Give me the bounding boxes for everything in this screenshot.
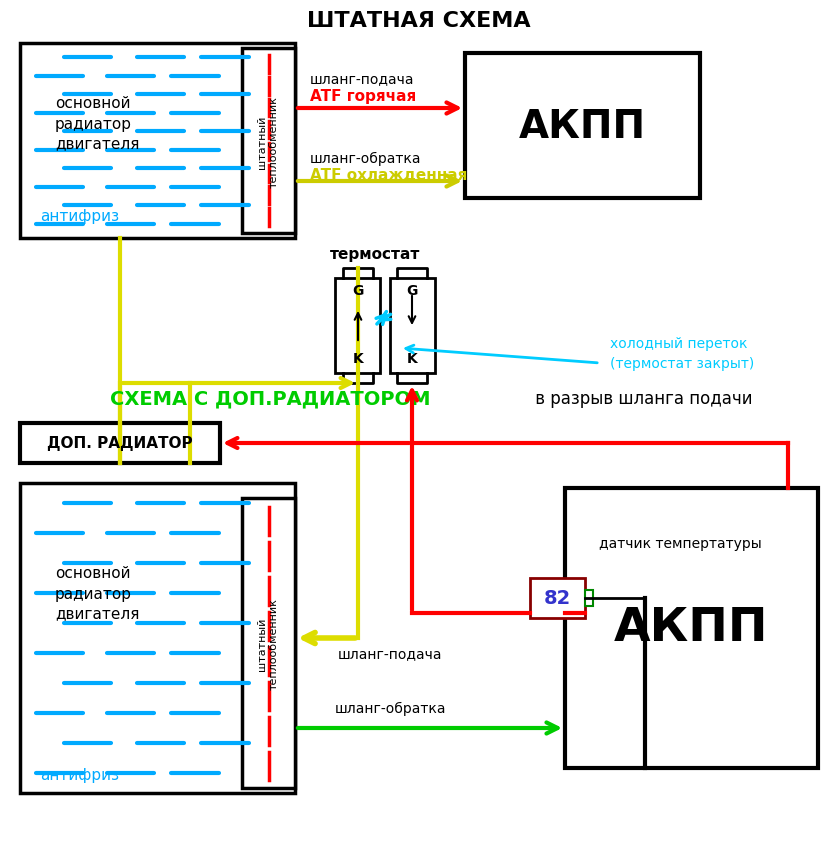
Text: шланг-подача: шланг-подача — [310, 72, 415, 86]
Text: холодный переток: холодный переток — [610, 337, 747, 351]
Text: в разрыв шланга подачи: в разрыв шланга подачи — [530, 390, 753, 408]
Text: СХЕМА С ДОП.РАДИАТОРОМ: СХЕМА С ДОП.РАДИАТОРОМ — [110, 389, 430, 408]
FancyBboxPatch shape — [585, 590, 593, 606]
Text: (термостат закрыт): (термостат закрыт) — [610, 357, 754, 370]
Text: АКПП: АКПП — [614, 606, 768, 651]
Text: шланг-обратка: шланг-обратка — [310, 152, 422, 165]
Text: АКПП: АКПП — [519, 107, 646, 145]
Text: шланг-подача: шланг-подача — [338, 647, 442, 660]
Text: основной: основной — [55, 96, 131, 112]
Text: датчик темпертатуры: датчик темпертатуры — [598, 537, 762, 550]
FancyBboxPatch shape — [465, 54, 700, 199]
Text: основной: основной — [55, 566, 131, 581]
Text: термостат: термостат — [330, 247, 420, 261]
FancyBboxPatch shape — [335, 279, 380, 374]
Text: антифриз: антифриз — [40, 768, 119, 782]
Text: антифриз: антифриз — [40, 208, 119, 223]
Text: K: K — [353, 351, 364, 366]
Text: радиатор: радиатор — [55, 116, 132, 131]
Text: штатный
теплообменник: штатный теплообменник — [257, 597, 279, 689]
Text: ШТАТНАЯ СХЕМА: ШТАТНАЯ СХЕМА — [308, 11, 530, 31]
Text: ДОП. РАДИАТОР: ДОП. РАДИАТОР — [47, 436, 193, 451]
FancyBboxPatch shape — [242, 498, 295, 788]
Text: G: G — [352, 284, 364, 298]
Text: K: K — [406, 351, 417, 366]
Text: ATF охлажденная: ATF охлажденная — [310, 168, 468, 183]
FancyBboxPatch shape — [20, 423, 220, 463]
Text: шланг-обратка: шланг-обратка — [334, 701, 446, 715]
Text: ATF горячая: ATF горячая — [310, 89, 416, 103]
FancyBboxPatch shape — [20, 484, 295, 793]
Text: двигателя: двигателя — [55, 136, 139, 151]
Text: двигателя: двигателя — [55, 606, 139, 621]
Text: G: G — [406, 284, 417, 298]
Text: штатный
теплообменник: штатный теплообменник — [257, 96, 279, 188]
FancyBboxPatch shape — [565, 489, 818, 768]
Text: 82: 82 — [544, 589, 572, 608]
FancyBboxPatch shape — [530, 578, 585, 618]
FancyBboxPatch shape — [20, 44, 295, 239]
FancyBboxPatch shape — [390, 279, 435, 374]
Text: радиатор: радиатор — [55, 586, 132, 601]
FancyBboxPatch shape — [242, 49, 295, 234]
